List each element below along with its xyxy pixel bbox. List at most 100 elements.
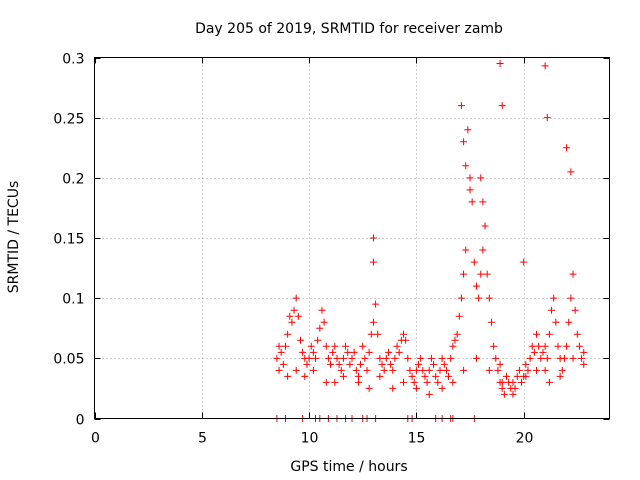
data-point (410, 378, 418, 386)
data-point (374, 330, 382, 338)
data-point (571, 306, 579, 314)
data-point (550, 294, 558, 302)
data-point (292, 294, 300, 302)
data-point (518, 378, 526, 386)
data-point (314, 336, 322, 344)
data-point (432, 372, 440, 380)
data-point (294, 312, 302, 320)
data-point (567, 168, 575, 176)
chart-title: Day 205 of 2019, SRMTID for receiver zam… (195, 21, 503, 37)
data-point (400, 330, 407, 338)
data-point (372, 300, 380, 308)
data-point (331, 378, 339, 386)
data-point (275, 366, 283, 374)
data-point (558, 366, 566, 374)
data-point (554, 342, 562, 350)
data-point (277, 348, 285, 356)
data-point (284, 372, 292, 380)
data-point (376, 372, 384, 380)
data-point (361, 354, 369, 362)
data-points (273, 60, 588, 422)
x-tick-label: 20 (516, 431, 534, 447)
data-point (447, 354, 455, 362)
data-point (479, 198, 487, 206)
data-point (466, 174, 474, 182)
data-point (305, 354, 313, 362)
data-point (359, 342, 367, 350)
y-tick-label: 0 (76, 413, 85, 429)
data-point (389, 384, 397, 392)
data-point (481, 222, 489, 230)
x-tick-label: 15 (408, 431, 426, 447)
data-point (344, 348, 352, 356)
data-point (498, 102, 506, 110)
data-point (526, 354, 534, 362)
data-point (303, 360, 311, 368)
data-point (299, 348, 307, 356)
x-tick-label: 5 (198, 431, 207, 447)
data-point (419, 366, 427, 374)
y-tick-label: 0.25 (53, 112, 84, 128)
data-point (494, 366, 502, 374)
data-point (492, 354, 500, 362)
data-point (307, 342, 315, 350)
y-tick-label: 0.05 (53, 352, 84, 368)
data-point (425, 366, 433, 374)
data-point (408, 372, 416, 380)
data-point (427, 354, 435, 362)
y-tick-label: 0.15 (53, 232, 84, 248)
data-point (528, 342, 536, 350)
data-point (434, 378, 442, 386)
data-point (309, 366, 317, 374)
data-point (369, 234, 377, 242)
data-point (322, 378, 330, 386)
data-point (573, 330, 581, 338)
data-point (324, 354, 332, 362)
data-point (329, 348, 337, 356)
data-point (453, 330, 461, 338)
data-point (320, 318, 328, 326)
data-point (487, 318, 495, 326)
data-point (580, 348, 588, 356)
data-point (391, 354, 399, 362)
data-point (457, 102, 465, 110)
data-point (331, 342, 339, 350)
data-point (477, 174, 485, 182)
data-point (275, 342, 283, 350)
data-point (500, 390, 508, 398)
data-point (539, 348, 547, 356)
data-point (567, 294, 575, 302)
data-point (509, 390, 517, 398)
data-point (342, 342, 350, 350)
data-point (530, 348, 538, 356)
data-point (382, 354, 390, 362)
x-tick-label: 0 (91, 431, 100, 447)
data-point (316, 324, 324, 332)
data-point (273, 354, 281, 362)
data-point (475, 294, 483, 302)
data-point (455, 312, 463, 320)
plot-frame (94, 57, 610, 419)
data-point (423, 378, 431, 386)
data-point (535, 342, 543, 350)
data-point (335, 360, 343, 368)
data-point (322, 342, 330, 350)
data-point (301, 372, 309, 380)
data-point (515, 366, 523, 374)
data-point (365, 384, 373, 392)
data-point (415, 360, 423, 368)
data-point (563, 144, 571, 152)
data-point (350, 348, 358, 356)
data-point (552, 318, 560, 326)
data-point (395, 348, 403, 356)
data-point (560, 354, 568, 362)
data-point (438, 354, 446, 362)
data-point (312, 354, 320, 362)
data-point (346, 360, 354, 368)
data-point (417, 354, 425, 362)
data-point (445, 372, 453, 380)
data-point (580, 360, 588, 368)
data-point (400, 378, 407, 386)
data-point (545, 378, 553, 386)
